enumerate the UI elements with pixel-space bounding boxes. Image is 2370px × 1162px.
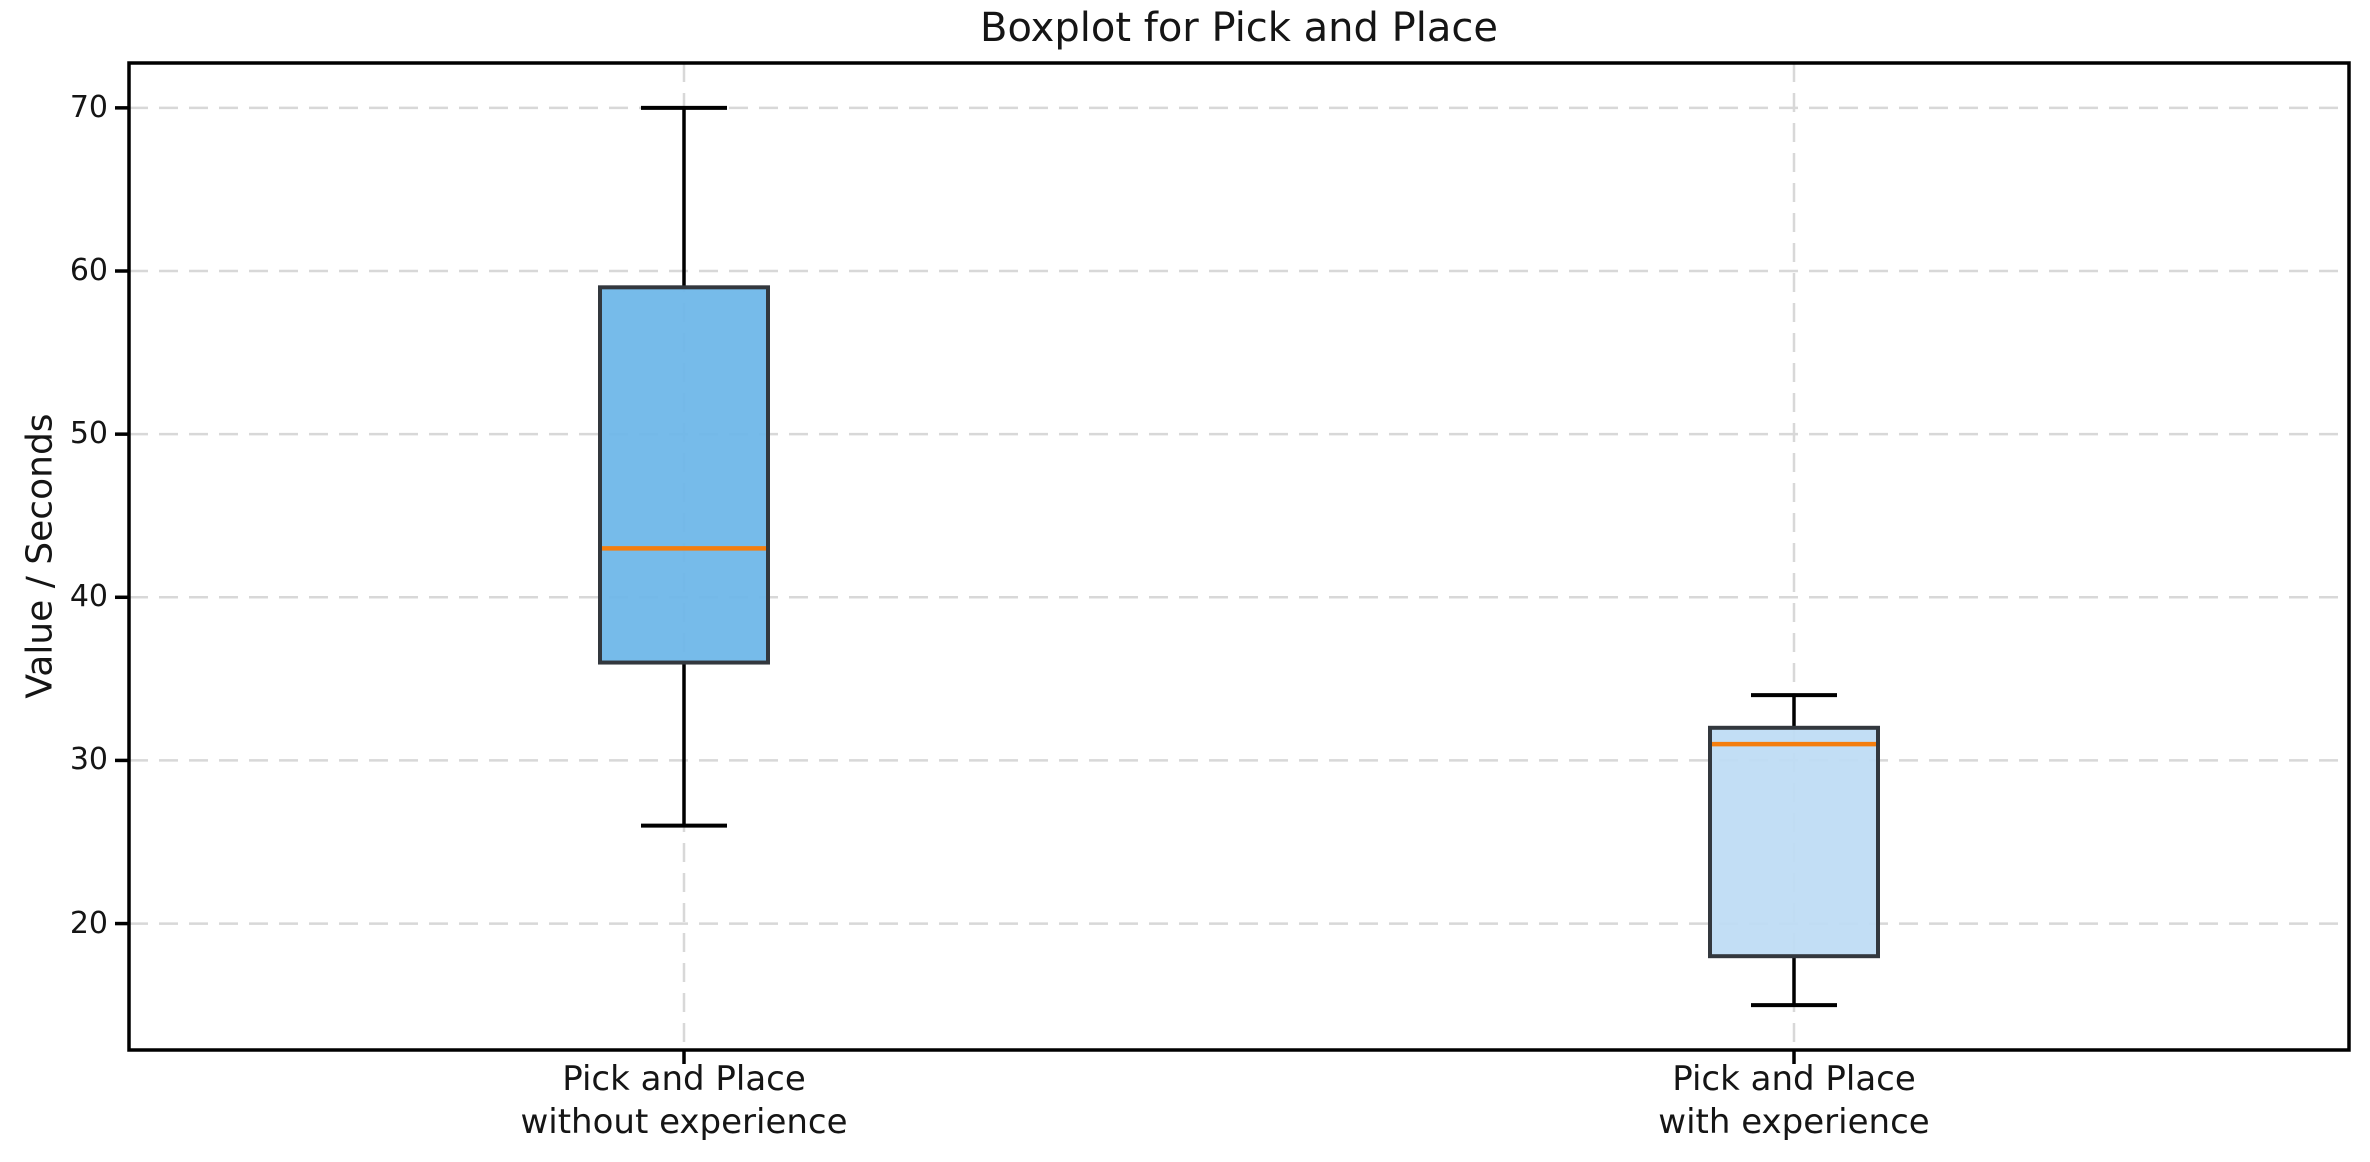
y-tick-label: 30	[69, 742, 108, 778]
y-tick-label: 40	[69, 579, 108, 615]
axes-frame	[127, 61, 2351, 1052]
iqr-box	[598, 285, 770, 665]
y-tick-label: 50	[69, 416, 108, 452]
y-tick-label: 70	[69, 89, 108, 125]
chart-title: Boxplot for Pick and Place	[980, 5, 1498, 51]
x-tick-label-without-experience: Pick and Place without experience	[520, 1059, 848, 1142]
y-tick-label: 60	[69, 253, 108, 288]
y-axis-label: Value / Seconds	[19, 413, 61, 699]
y-tick-label: 20	[69, 905, 108, 941]
x-tick-label-with-experience: Pick and Place with experience	[1658, 1059, 1930, 1142]
iqr-box	[1708, 725, 1880, 959]
